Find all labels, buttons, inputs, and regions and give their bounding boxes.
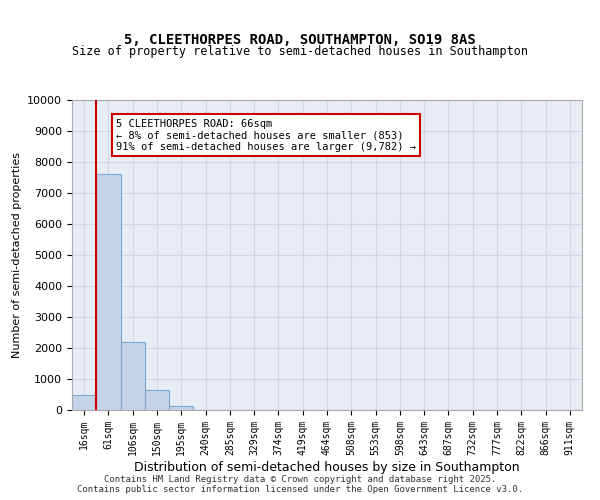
Y-axis label: Number of semi-detached properties: Number of semi-detached properties: [12, 152, 22, 358]
Text: Contains HM Land Registry data © Crown copyright and database right 2025.: Contains HM Land Registry data © Crown c…: [104, 475, 496, 484]
Bar: [121, 342, 145, 410]
Text: Contains public sector information licensed under the Open Government Licence v3: Contains public sector information licen…: [77, 485, 523, 494]
Bar: [72, 394, 96, 410]
X-axis label: Distribution of semi-detached houses by size in Southampton: Distribution of semi-detached houses by …: [134, 460, 520, 473]
Text: 5 CLEETHORPES ROAD: 66sqm
← 8% of semi-detached houses are smaller (853)
91% of : 5 CLEETHORPES ROAD: 66sqm ← 8% of semi-d…: [116, 118, 416, 152]
Text: Size of property relative to semi-detached houses in Southampton: Size of property relative to semi-detach…: [72, 45, 528, 58]
Bar: [169, 406, 193, 410]
Bar: [145, 390, 169, 410]
Text: 5, CLEETHORPES ROAD, SOUTHAMPTON, SO19 8AS: 5, CLEETHORPES ROAD, SOUTHAMPTON, SO19 8…: [124, 32, 476, 46]
Bar: [96, 174, 121, 410]
